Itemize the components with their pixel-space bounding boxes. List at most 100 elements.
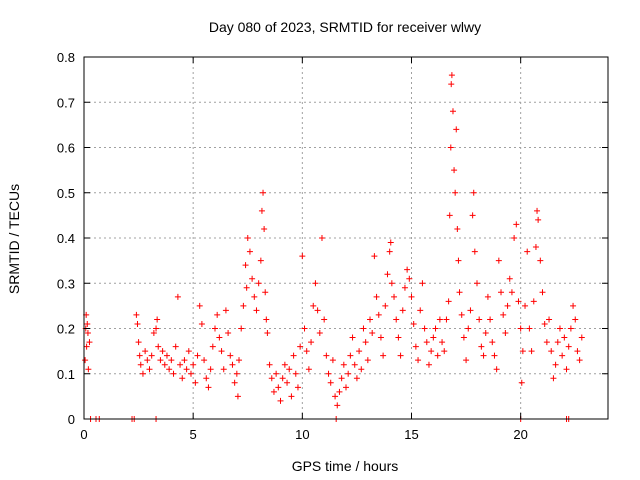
- data-point: [415, 357, 422, 364]
- data-point: [539, 289, 546, 296]
- data-point: [166, 366, 173, 373]
- data-point: [467, 307, 474, 314]
- data-point: [192, 379, 199, 386]
- data-point: [428, 348, 435, 355]
- data-point: [231, 379, 238, 386]
- data-point: [142, 348, 149, 355]
- data-point: [371, 253, 378, 260]
- data-point: [268, 375, 275, 382]
- data-point: [236, 357, 243, 364]
- data-point: [360, 325, 367, 332]
- data-point: [308, 339, 315, 346]
- data-point: [449, 108, 456, 115]
- data-point: [554, 339, 561, 346]
- data-point: [292, 370, 299, 377]
- data-point: [246, 248, 253, 255]
- data-point: [187, 370, 194, 377]
- data-point: [447, 144, 454, 151]
- data-point: [294, 384, 301, 391]
- data-point: [576, 357, 583, 364]
- data-point: [353, 375, 360, 382]
- data-point: [456, 289, 463, 296]
- y-tick-label: 0.8: [57, 50, 75, 65]
- y-tick-label: 0.7: [57, 95, 75, 110]
- data-point: [233, 370, 240, 377]
- data-point: [290, 352, 297, 359]
- data-point: [321, 316, 328, 323]
- data-point: [135, 339, 142, 346]
- data-point: [470, 189, 477, 196]
- data-point: [305, 366, 312, 373]
- data-point: [382, 302, 389, 309]
- data-point: [443, 316, 450, 323]
- data-point: [552, 361, 559, 368]
- data-point: [556, 325, 563, 332]
- data-point: [534, 207, 541, 214]
- data-point: [445, 298, 452, 305]
- data-point: [458, 311, 465, 318]
- data-point: [482, 330, 489, 337]
- data-point: [212, 325, 218, 332]
- data-point: [504, 302, 511, 309]
- data-point: [471, 248, 478, 255]
- data-point: [84, 330, 91, 337]
- data-point: [406, 275, 413, 282]
- data-point: [174, 293, 181, 300]
- data-point: [258, 207, 265, 214]
- data-point: [495, 257, 502, 264]
- data-point: [244, 235, 251, 241]
- data-point: [133, 311, 140, 318]
- x-tick-label: 5: [190, 427, 197, 442]
- data-point: [543, 339, 550, 346]
- data-point: [154, 316, 161, 323]
- data-point: [148, 352, 155, 359]
- data-point: [489, 339, 496, 346]
- data-point: [318, 235, 325, 241]
- data-point: [565, 343, 572, 350]
- data-point: [408, 293, 415, 300]
- data-point: [498, 289, 505, 296]
- data-point: [561, 334, 568, 341]
- data-point: [181, 357, 188, 364]
- data-point: [469, 212, 476, 219]
- data-point: [82, 357, 89, 364]
- data-point: [425, 361, 432, 368]
- data-point: [463, 357, 470, 364]
- data-point: [511, 235, 518, 241]
- data-point: [343, 384, 349, 391]
- data-point: [388, 280, 395, 287]
- data-point: [452, 189, 459, 196]
- data-point: [216, 334, 223, 341]
- data-point: [345, 370, 352, 377]
- data-point: [260, 189, 267, 196]
- data-point: [399, 307, 406, 314]
- data-points: [82, 72, 585, 422]
- data-point: [150, 330, 157, 337]
- data-point: [508, 289, 515, 296]
- data-point: [351, 361, 358, 368]
- data-point: [146, 366, 153, 373]
- data-point: [455, 257, 462, 264]
- data-point: [419, 280, 426, 287]
- data-point: [502, 330, 509, 337]
- data-point: [334, 402, 341, 409]
- data-point: [159, 348, 166, 355]
- data-point: [218, 348, 225, 355]
- data-point: [535, 216, 542, 223]
- data-point: [85, 366, 92, 373]
- data-point: [310, 302, 317, 309]
- data-point: [401, 284, 408, 291]
- data-point: [491, 352, 498, 359]
- data-point: [314, 307, 321, 314]
- data-point: [493, 366, 500, 373]
- data-point: [500, 311, 507, 318]
- data-point: [299, 253, 306, 260]
- data-point: [417, 307, 424, 314]
- data-point: [395, 334, 402, 341]
- data-point: [451, 167, 458, 174]
- data-point: [441, 348, 448, 355]
- data-point: [513, 221, 520, 228]
- data-point: [332, 393, 339, 400]
